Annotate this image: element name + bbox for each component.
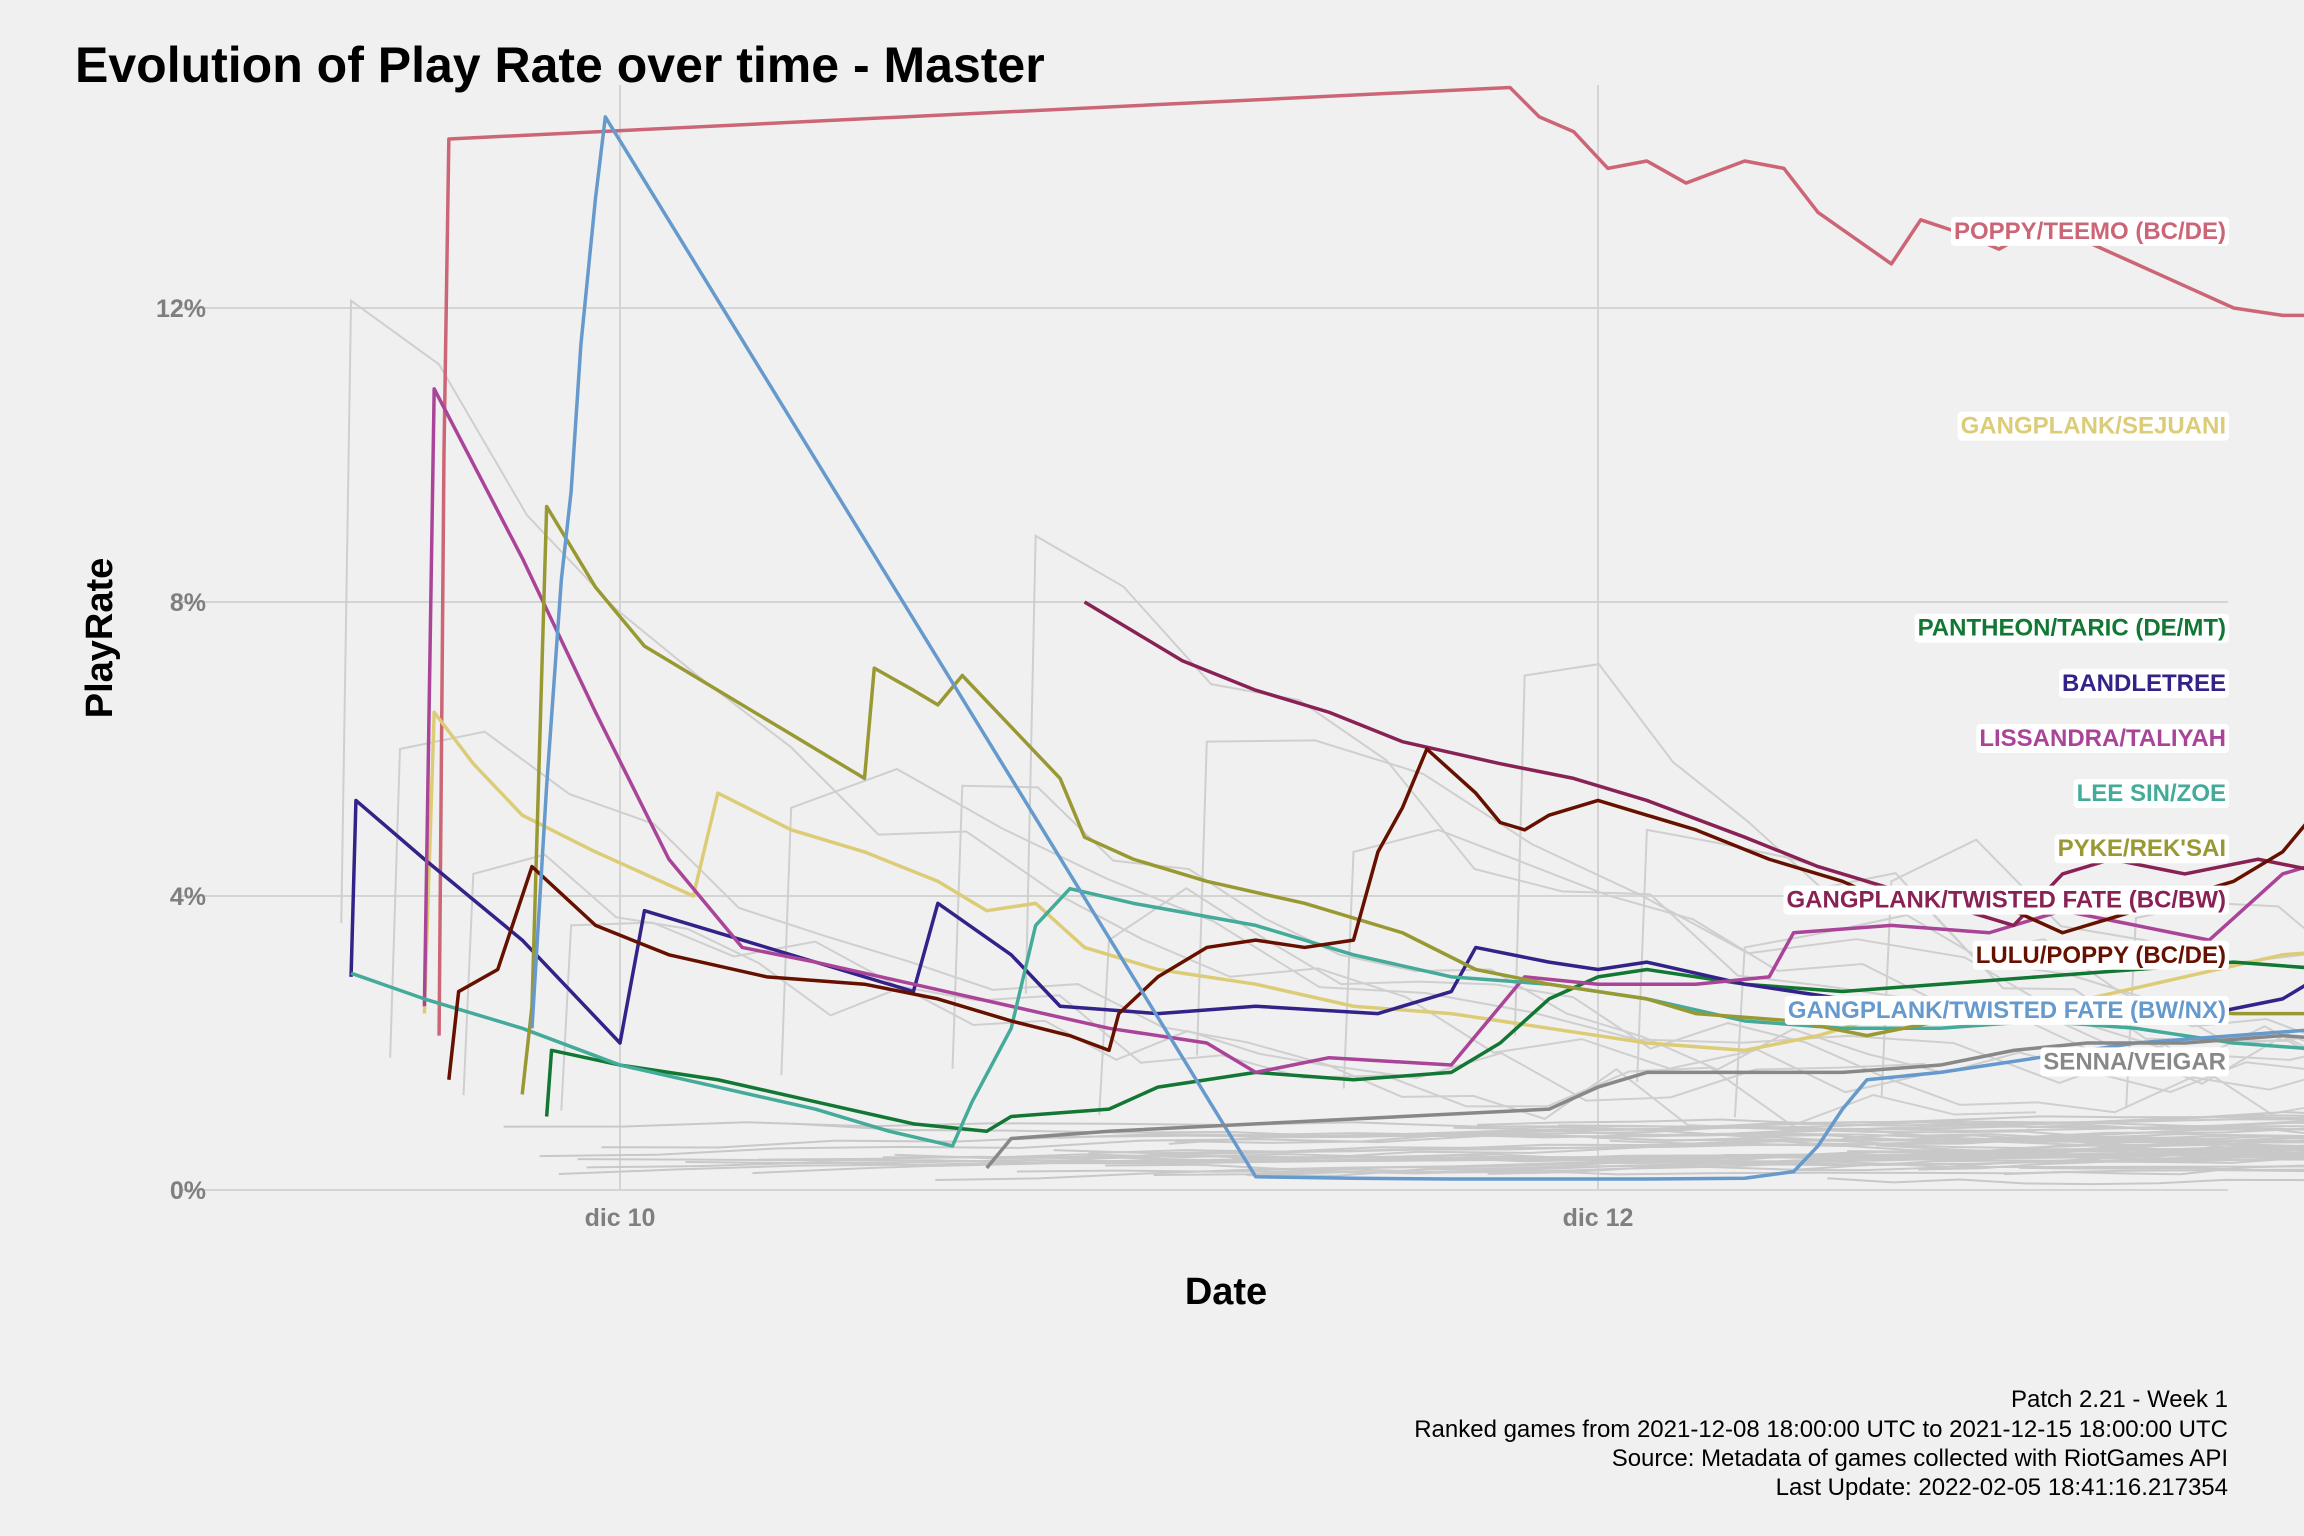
background-series-line	[1889, 1150, 2304, 1159]
x-tick-label: dic 12	[1563, 1204, 1634, 1232]
series-label-box-1	[1957, 411, 2229, 441]
series-label-7: GANGPLANK/TWISTED FATE (BC/BW)	[1786, 887, 2226, 914]
background-series-line	[1098, 887, 2304, 1116]
background-series-line	[558, 1127, 2304, 1176]
caption-line-2: Ranked games from 2021-12-08 18:00:00 UT…	[1414, 1416, 2228, 1443]
background-series-line	[1876, 1144, 2304, 1154]
caption-line-4: Last Update: 2022-02-05 18:41:16.217354	[1776, 1474, 2228, 1501]
background-series-line	[780, 767, 2304, 1115]
series-label-3: BANDLETREE	[2062, 670, 2226, 697]
background-series-line	[1342, 828, 2304, 1089]
series-line-1	[422, 710, 2304, 1053]
background-series-line	[1609, 1139, 2304, 1160]
background-series-line	[503, 1120, 2304, 1128]
series-label-9: GANGPLANK/TWISTED FATE (BW/NX)	[1788, 997, 2226, 1024]
background-series-line	[1453, 1126, 2304, 1148]
series-line-10	[985, 1033, 2304, 1170]
series-line-2	[544, 960, 2304, 1133]
y-tick-label: 8%	[170, 589, 206, 617]
caption-line-1: Patch 2.21 - Week 1	[2011, 1386, 2228, 1413]
series-line-6	[520, 504, 2304, 1095]
series-label-box-10	[2040, 1047, 2229, 1077]
background-series-line	[1638, 1156, 2304, 1167]
x-tick-label: dic 10	[585, 1204, 656, 1232]
background-series-line	[1487, 1136, 2304, 1175]
series-line-3	[349, 798, 2304, 1045]
series-label-10: SENNA/VEIGAR	[2043, 1048, 2226, 1075]
series-label-box-3	[2058, 668, 2229, 698]
background-series-line	[1471, 1153, 2304, 1171]
series-layer	[349, 85, 2304, 1181]
background-series-line	[560, 921, 2037, 1127]
background-series-line	[1477, 1111, 2304, 1126]
background-series-line	[1918, 1150, 2304, 1171]
background-series-line	[757, 1154, 2304, 1164]
background-series-line	[1827, 1177, 2304, 1186]
series-line-4	[422, 387, 2304, 1075]
background-series-line	[1168, 1121, 2304, 1145]
background-series-line	[1024, 534, 2304, 1071]
y-tick-label: 0%	[170, 1177, 206, 1205]
background-series-line	[1797, 1144, 2304, 1172]
background-series-line	[1196, 739, 2304, 1061]
background-lines	[340, 298, 2304, 1186]
series-label-0: POPPY/TEEMO (BC/DE)	[1954, 218, 2226, 245]
background-series-line	[981, 1152, 2304, 1163]
series-label-box-9	[1784, 995, 2229, 1025]
background-series-line	[1733, 913, 2304, 1118]
series-label-box-6	[2054, 834, 2229, 864]
series-label-2: PANTHEON/TARIC (DE/MT)	[1918, 615, 2226, 642]
series-label-4: LISSANDRA/TALIYAH	[1979, 725, 2226, 752]
series-label-box-5	[2073, 779, 2229, 809]
series-label-box-2	[1914, 613, 2229, 643]
series-label-box-4	[1976, 723, 2229, 753]
y-tick-label: 4%	[170, 883, 206, 911]
caption-line-3: Source: Metadata of games collected with…	[1612, 1445, 2228, 1472]
background-series-line	[2125, 901, 2304, 1109]
background-series-line	[1231, 1150, 2304, 1160]
background-series-line	[1255, 1155, 2304, 1176]
background-series-line	[1246, 1135, 2304, 1177]
caption: Patch 2.21 - Week 1 Ranked games from 20…	[1414, 1386, 2228, 1501]
background-series-line	[1057, 1118, 2304, 1139]
series-label-box-0	[1950, 216, 2229, 246]
background-series-line	[951, 784, 2304, 1094]
series-label-6: PYKE/REK'SAI	[2058, 835, 2226, 862]
background-series-line	[1016, 1169, 2304, 1176]
series-line-9	[530, 115, 2304, 1181]
background-series-line	[1174, 1115, 2304, 1144]
background-series-line	[340, 298, 1934, 1094]
y-tick-label: 12%	[156, 295, 206, 323]
background-series-line	[1558, 1124, 2304, 1140]
series-label-8: LULU/POPPY (BC/DE)	[1976, 942, 2226, 969]
y-axis-label: PlayRate	[79, 558, 121, 719]
series-line-7	[1083, 600, 2304, 928]
chart-title: Evolution of Play Rate over time - Maste…	[75, 37, 1045, 93]
series-line-8	[447, 747, 2304, 1080]
series-label-box-7	[1783, 885, 2229, 915]
series-labels: POPPY/TEEMO (BC/DE) GANGPLANK/SEJUANI PANT…	[1783, 216, 2229, 1077]
series-line-5	[350, 886, 2304, 1148]
background-series-line	[1784, 1127, 2304, 1144]
background-series-line	[389, 730, 1925, 1102]
series-label-box-8	[1972, 940, 2229, 970]
series-label-1: GANGPLANK/SEJUANI	[1961, 413, 2226, 440]
series-line-0	[437, 85, 2304, 1036]
background-series-line	[2003, 1164, 2304, 1176]
series-label-5: LEE SIN/ZOE	[2077, 780, 2226, 807]
x-axis-label: Date	[1185, 1271, 1267, 1313]
